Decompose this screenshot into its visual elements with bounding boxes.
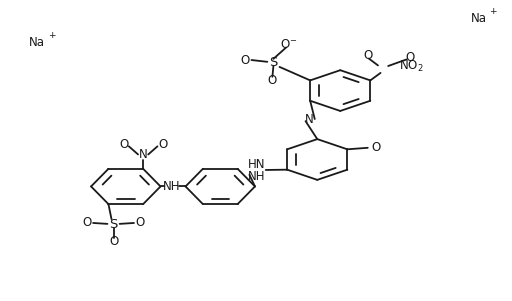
Text: O$^{-}$: O$^{-}$ xyxy=(280,38,297,51)
Text: O: O xyxy=(268,74,277,87)
Text: S: S xyxy=(269,56,278,69)
Text: O: O xyxy=(136,216,145,229)
Text: O: O xyxy=(119,138,129,151)
Text: +: + xyxy=(48,31,55,40)
Text: O: O xyxy=(241,54,250,67)
Text: N: N xyxy=(305,113,314,126)
Text: O: O xyxy=(109,235,118,248)
Text: O: O xyxy=(158,138,167,151)
Text: NH: NH xyxy=(248,170,265,183)
Text: NO$_2$: NO$_2$ xyxy=(399,58,424,73)
Text: O: O xyxy=(371,141,380,154)
Text: O: O xyxy=(82,216,92,229)
Text: N: N xyxy=(139,148,147,161)
Text: HN: HN xyxy=(248,158,265,171)
Text: O: O xyxy=(363,49,372,62)
Text: Na: Na xyxy=(471,12,486,25)
Text: NH: NH xyxy=(162,180,180,193)
Text: O: O xyxy=(406,51,415,64)
Text: +: + xyxy=(489,7,497,16)
Text: S: S xyxy=(110,218,118,231)
Text: Na: Na xyxy=(29,36,45,49)
